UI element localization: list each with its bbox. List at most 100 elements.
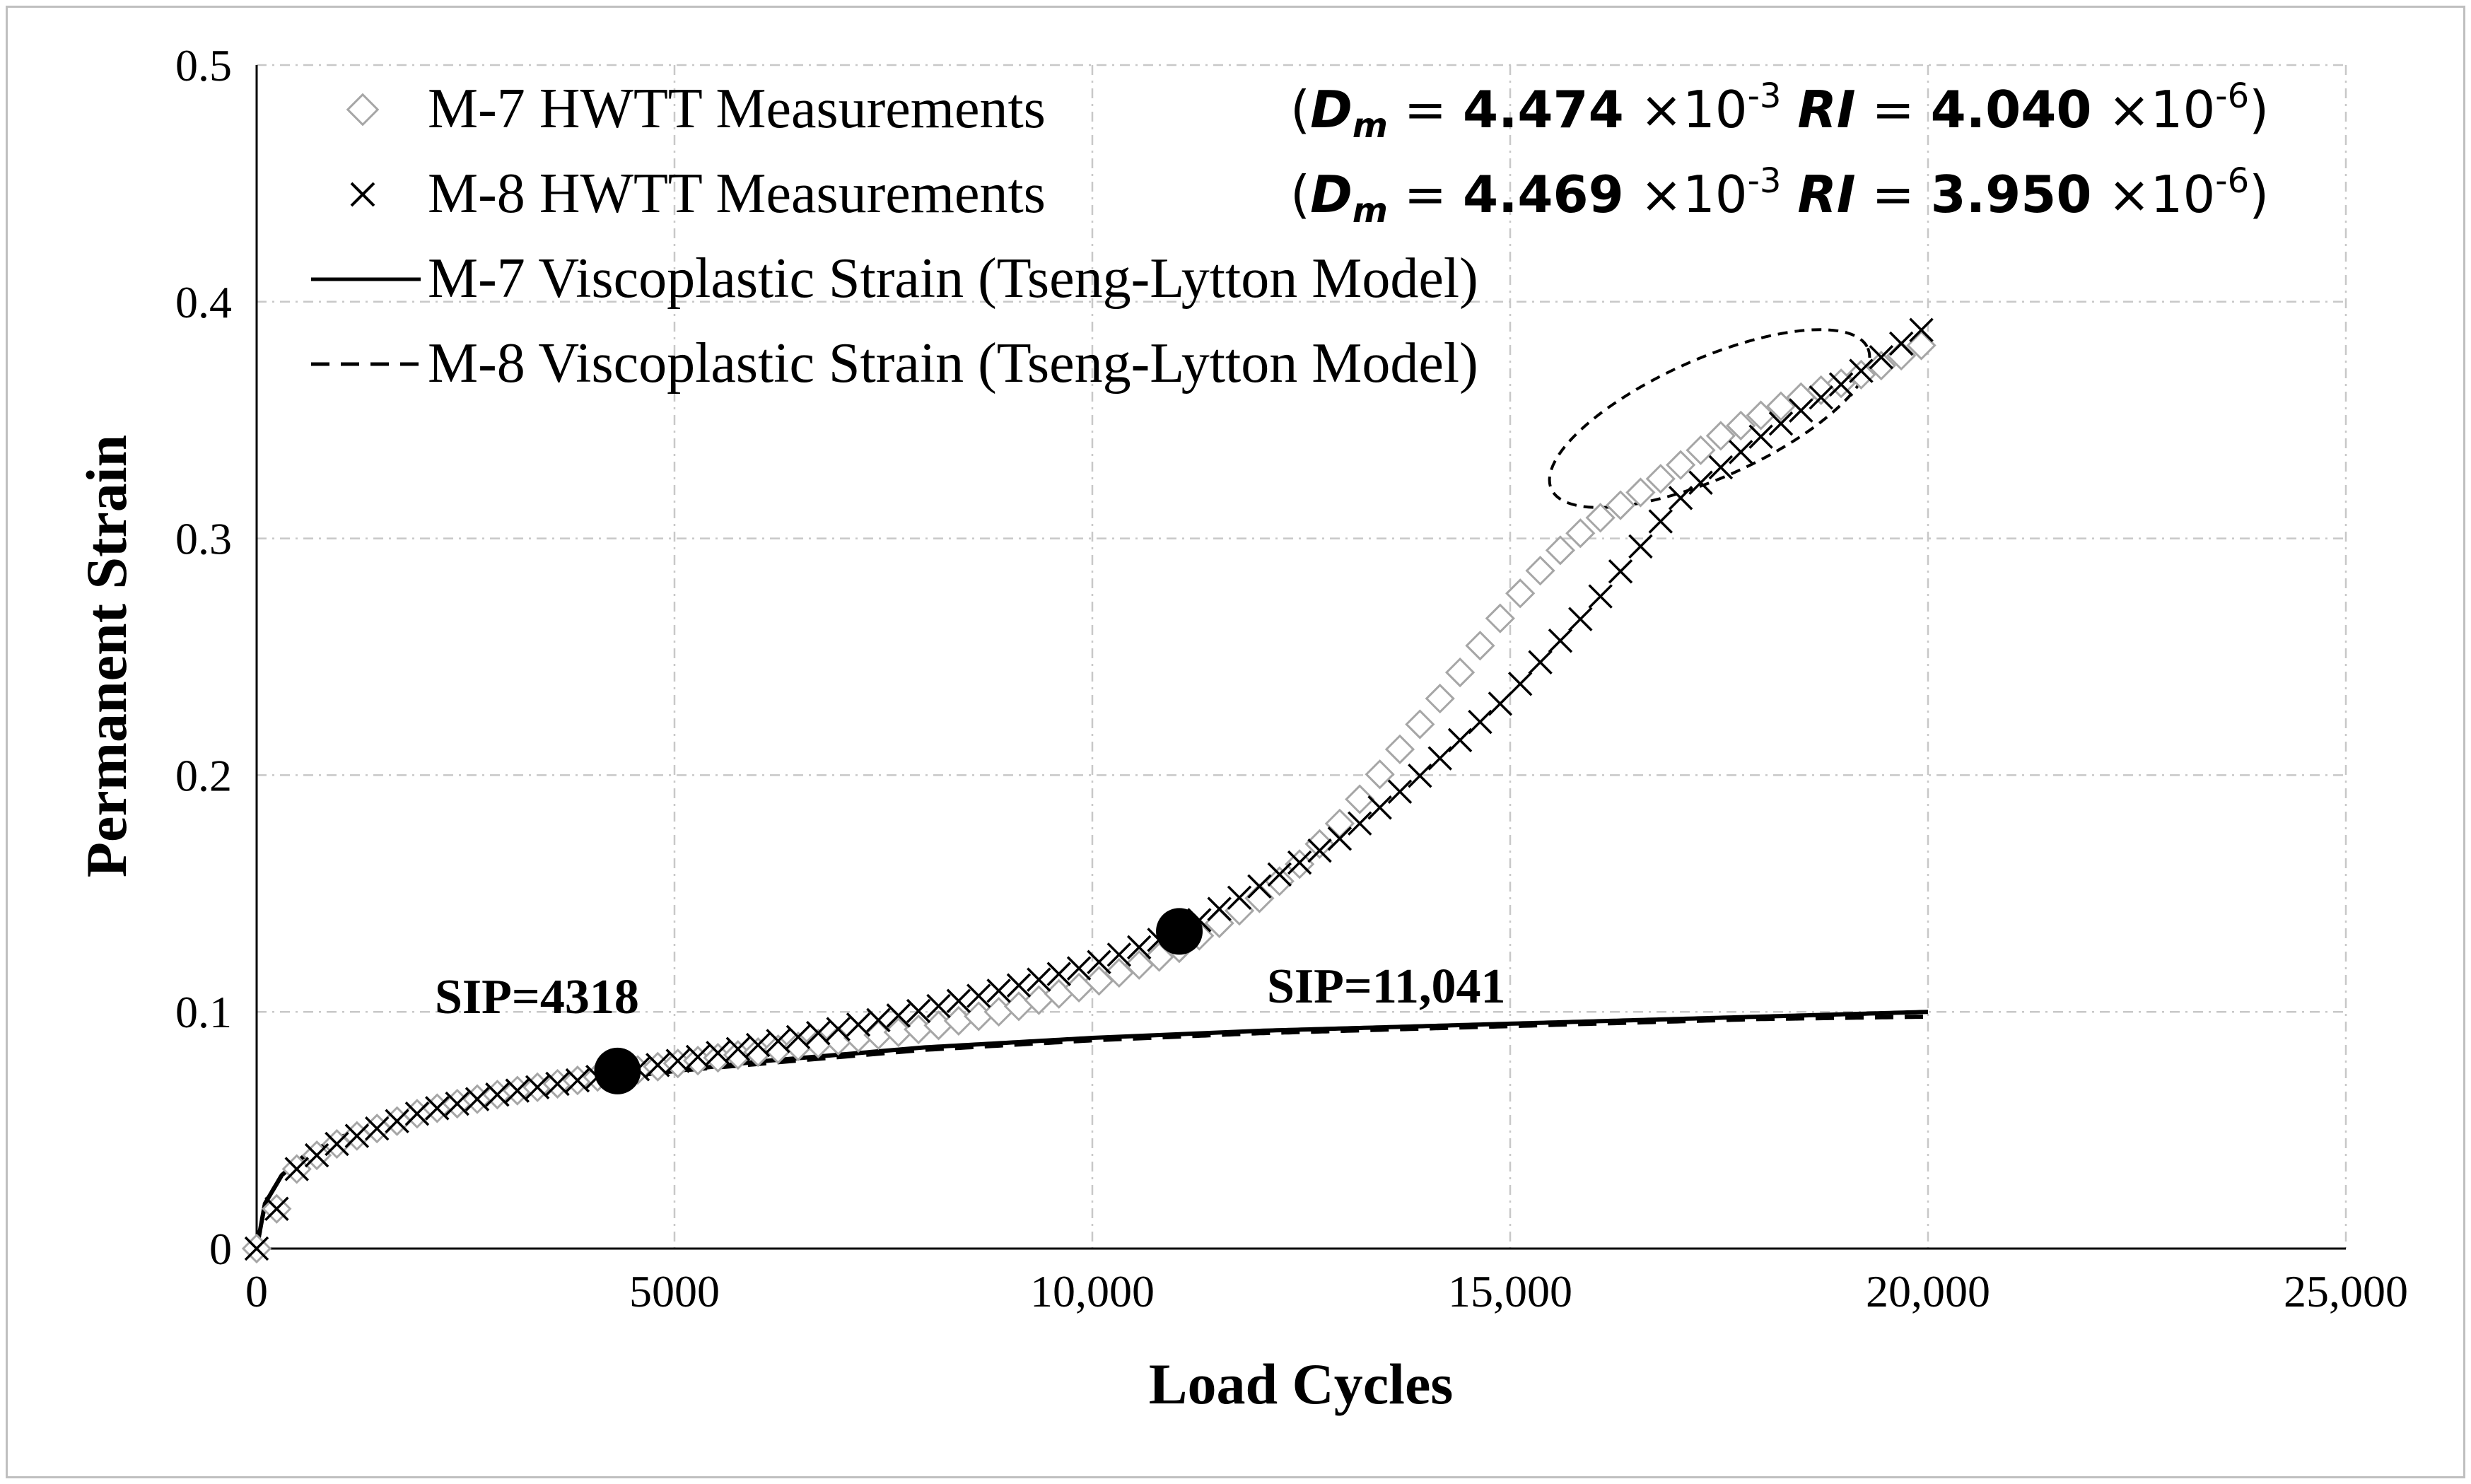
m8-x-marker (1828, 372, 1854, 397)
m8-x-marker (706, 1041, 730, 1065)
legend: M-7 HWTT Measurements M-8 HWTT Measureme… (311, 78, 1478, 395)
m8-x-marker (1648, 509, 1673, 534)
y-tick-label: 0.1 (175, 987, 232, 1037)
m7-diamond-marker (1666, 450, 1696, 480)
m8-x-marker (766, 1029, 790, 1053)
m7-diamond-marker (1705, 421, 1736, 451)
m8-x-marker (304, 1143, 329, 1168)
chart-frame (6, 6, 2465, 1478)
m7-diamond-marker (1485, 603, 1515, 633)
m8-x-marker (1027, 967, 1051, 992)
m8-x-marker (646, 1053, 670, 1077)
m8-x-marker (906, 998, 931, 1024)
m8-x-marker (1447, 728, 1473, 753)
x-tick-label: 5000 (629, 1266, 720, 1316)
m8-x-marker (1066, 956, 1092, 981)
m7-diamond-marker (1645, 464, 1676, 494)
m8-model-line (255, 1014, 1929, 1249)
m7-diamond-marker (1405, 709, 1435, 740)
m7-diamond-marker (1304, 829, 1335, 859)
sip-points (594, 908, 1203, 1094)
legend-diamond-marker (346, 93, 380, 127)
legend-item-m8-measurements: M-8 HWTT Measurements (350, 163, 1046, 225)
m7-diamond-marker (1765, 391, 1797, 421)
m8-x-marker (886, 1003, 911, 1028)
m8-x-marker (1348, 811, 1372, 836)
m8-x-marker (1568, 607, 1593, 631)
y-tick-label: 0.3 (175, 514, 232, 564)
m8-x-marker (1668, 486, 1693, 510)
m8-x-marker (1528, 650, 1553, 675)
legend-x-marker (350, 182, 375, 207)
m8-x-marker (745, 1032, 771, 1058)
m8-x-marker (926, 993, 951, 1019)
legend-label: M-8 Viscoplastic Strain (Tseng-Lytton Mo… (428, 332, 1478, 395)
m8-x-marker (1588, 584, 1613, 609)
m8-x-marker (1287, 850, 1312, 875)
m8-x-marker (1427, 746, 1452, 771)
m7-diamond-marker (1686, 435, 1716, 465)
m8-x-marker (1227, 885, 1252, 910)
m7-diamond-marker (1525, 556, 1555, 586)
y-tick-label: 0.4 (175, 277, 232, 327)
m8-x-marker (685, 1044, 711, 1070)
m8-x-marker (1247, 874, 1272, 899)
m8-x-marker (785, 1024, 811, 1050)
m8-x-marker (866, 1007, 891, 1033)
sip-point-2 (1156, 908, 1203, 955)
x-tick-label: 15,000 (1448, 1266, 1572, 1316)
m7-diamond-marker (1585, 503, 1616, 533)
y-axis-title: Permanent Strain (74, 435, 139, 877)
m8-x-marker (465, 1087, 490, 1111)
m8-x-marker (1789, 398, 1813, 423)
m8-x-marker (1768, 411, 1794, 436)
sip-label-2: SIP=11,041 (1267, 959, 1505, 1014)
m7-diamond-marker (1906, 330, 1937, 361)
m8-x-marker (565, 1068, 590, 1093)
x-tick-label: 10,000 (1030, 1266, 1155, 1316)
legend-label: M-7 HWTT Measurements (428, 78, 1046, 140)
m7-diamond-marker (1625, 477, 1656, 508)
m8-x-marker (1909, 317, 1934, 342)
m8-x-marker (1809, 385, 1833, 410)
m8-x-marker (946, 988, 971, 1014)
x-axis-title: Load Cycles (1149, 1352, 1454, 1416)
m8-x-marker (364, 1116, 390, 1141)
legend-label: M-7 Viscoplastic Strain (Tseng-Lytton Mo… (428, 247, 1478, 310)
m8-x-marker (404, 1102, 430, 1126)
m8-x-marker (1728, 440, 1753, 465)
m8-x-marker (1408, 763, 1432, 788)
m8-x-marker (1387, 779, 1413, 804)
tick-labels: 0 0.1 0.2 0.3 0.4 0.5 0 5000 10,000 15,000 20,000 2… (175, 40, 2408, 1316)
m7-diamond-marker (1384, 734, 1415, 764)
m8-x-marker (1849, 358, 1874, 383)
legend-item-m7-model: M-7 Viscoplastic Strain (Tseng-Lytton Mo… (311, 247, 1478, 310)
m7-diamond-marker (1425, 683, 1455, 714)
m7-diamond-marker (1444, 657, 1476, 688)
m8-x-marker (665, 1048, 690, 1073)
y-tick-label: 0.2 (175, 750, 232, 800)
m7-diamond-marker (1726, 410, 1756, 441)
m8-x-marker (1488, 691, 1513, 716)
x-tick-label: 0 (245, 1266, 268, 1316)
y-tick-label: 0 (209, 1224, 232, 1274)
m8-parameters: (Dm = 4.469 ×10-3 RI = 3.950 ×10-6) (1290, 161, 2269, 230)
m7-diamond-marker (1746, 400, 1776, 431)
m8-x-marker (425, 1096, 450, 1121)
m7-parameters: (Dm = 4.474 ×10-3 RI = 4.040 ×10-6) (1290, 76, 2269, 146)
m7-diamond-marker (1505, 578, 1536, 609)
y-tick-label: 0.5 (175, 40, 232, 90)
m8-x-marker (485, 1082, 510, 1107)
m7-diamond-marker (1565, 518, 1596, 549)
legend-item-m7-measurements: M-7 HWTT Measurements (346, 78, 1046, 140)
m8-x-marker (284, 1157, 309, 1181)
m8-x-marker (1628, 534, 1653, 559)
sip-label-1: SIP=4318 (435, 970, 639, 1024)
m8-x-marker (1046, 962, 1071, 986)
m8-x-marker (1708, 455, 1734, 480)
legend-item-m8-model: M-8 Viscoplastic Strain (Tseng-Lytton Mo… (311, 332, 1478, 395)
m7-diamond-marker (1465, 631, 1495, 661)
m8-x-marker (244, 1236, 269, 1261)
m8-x-marker (986, 978, 1011, 1003)
